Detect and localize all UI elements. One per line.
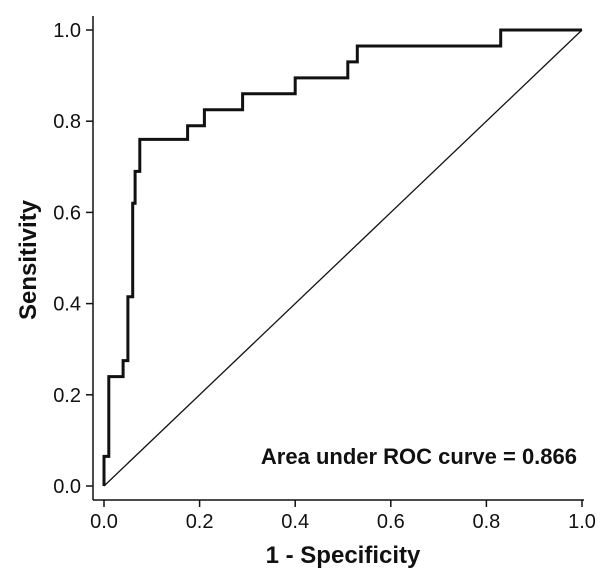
x-tick-label: 0.6 bbox=[377, 511, 405, 533]
y-ticks: 0.0 0.2 0.4 0.6 0.8 1.0 bbox=[53, 20, 93, 498]
x-ticks: 0.0 0.2 0.4 0.6 0.8 1.0 bbox=[90, 500, 596, 533]
reference-diagonal-line bbox=[103, 29, 583, 487]
y-tick-label: 0.4 bbox=[53, 294, 81, 316]
x-tick-label: 0.8 bbox=[472, 511, 500, 533]
x-tick-label: 1.0 bbox=[568, 511, 596, 533]
y-tick-label: 0.6 bbox=[53, 202, 81, 224]
y-tick-label: 0.0 bbox=[53, 476, 81, 498]
x-tick-label: 0.4 bbox=[281, 511, 309, 533]
axes: 0.0 0.2 0.4 0.6 0.8 1.0 0.0 0.2 0.4 0.6 0.8 1.0 bbox=[53, 16, 596, 533]
roc-curve-line bbox=[102, 28, 582, 486]
plot-series bbox=[102, 28, 583, 487]
y-tick-label: 0.2 bbox=[53, 385, 81, 407]
x-tick-label: 0.2 bbox=[186, 511, 214, 533]
auc-annotation: Area under ROC curve = 0.866 bbox=[261, 444, 577, 469]
y-axis-title: Sensitivity bbox=[15, 199, 42, 320]
y-tick-label: 1.0 bbox=[53, 20, 81, 42]
y-tick-label: 0.8 bbox=[53, 111, 81, 133]
x-tick-label: 0.0 bbox=[90, 511, 118, 533]
x-axis-title: 1 - Specificity bbox=[266, 542, 421, 569]
